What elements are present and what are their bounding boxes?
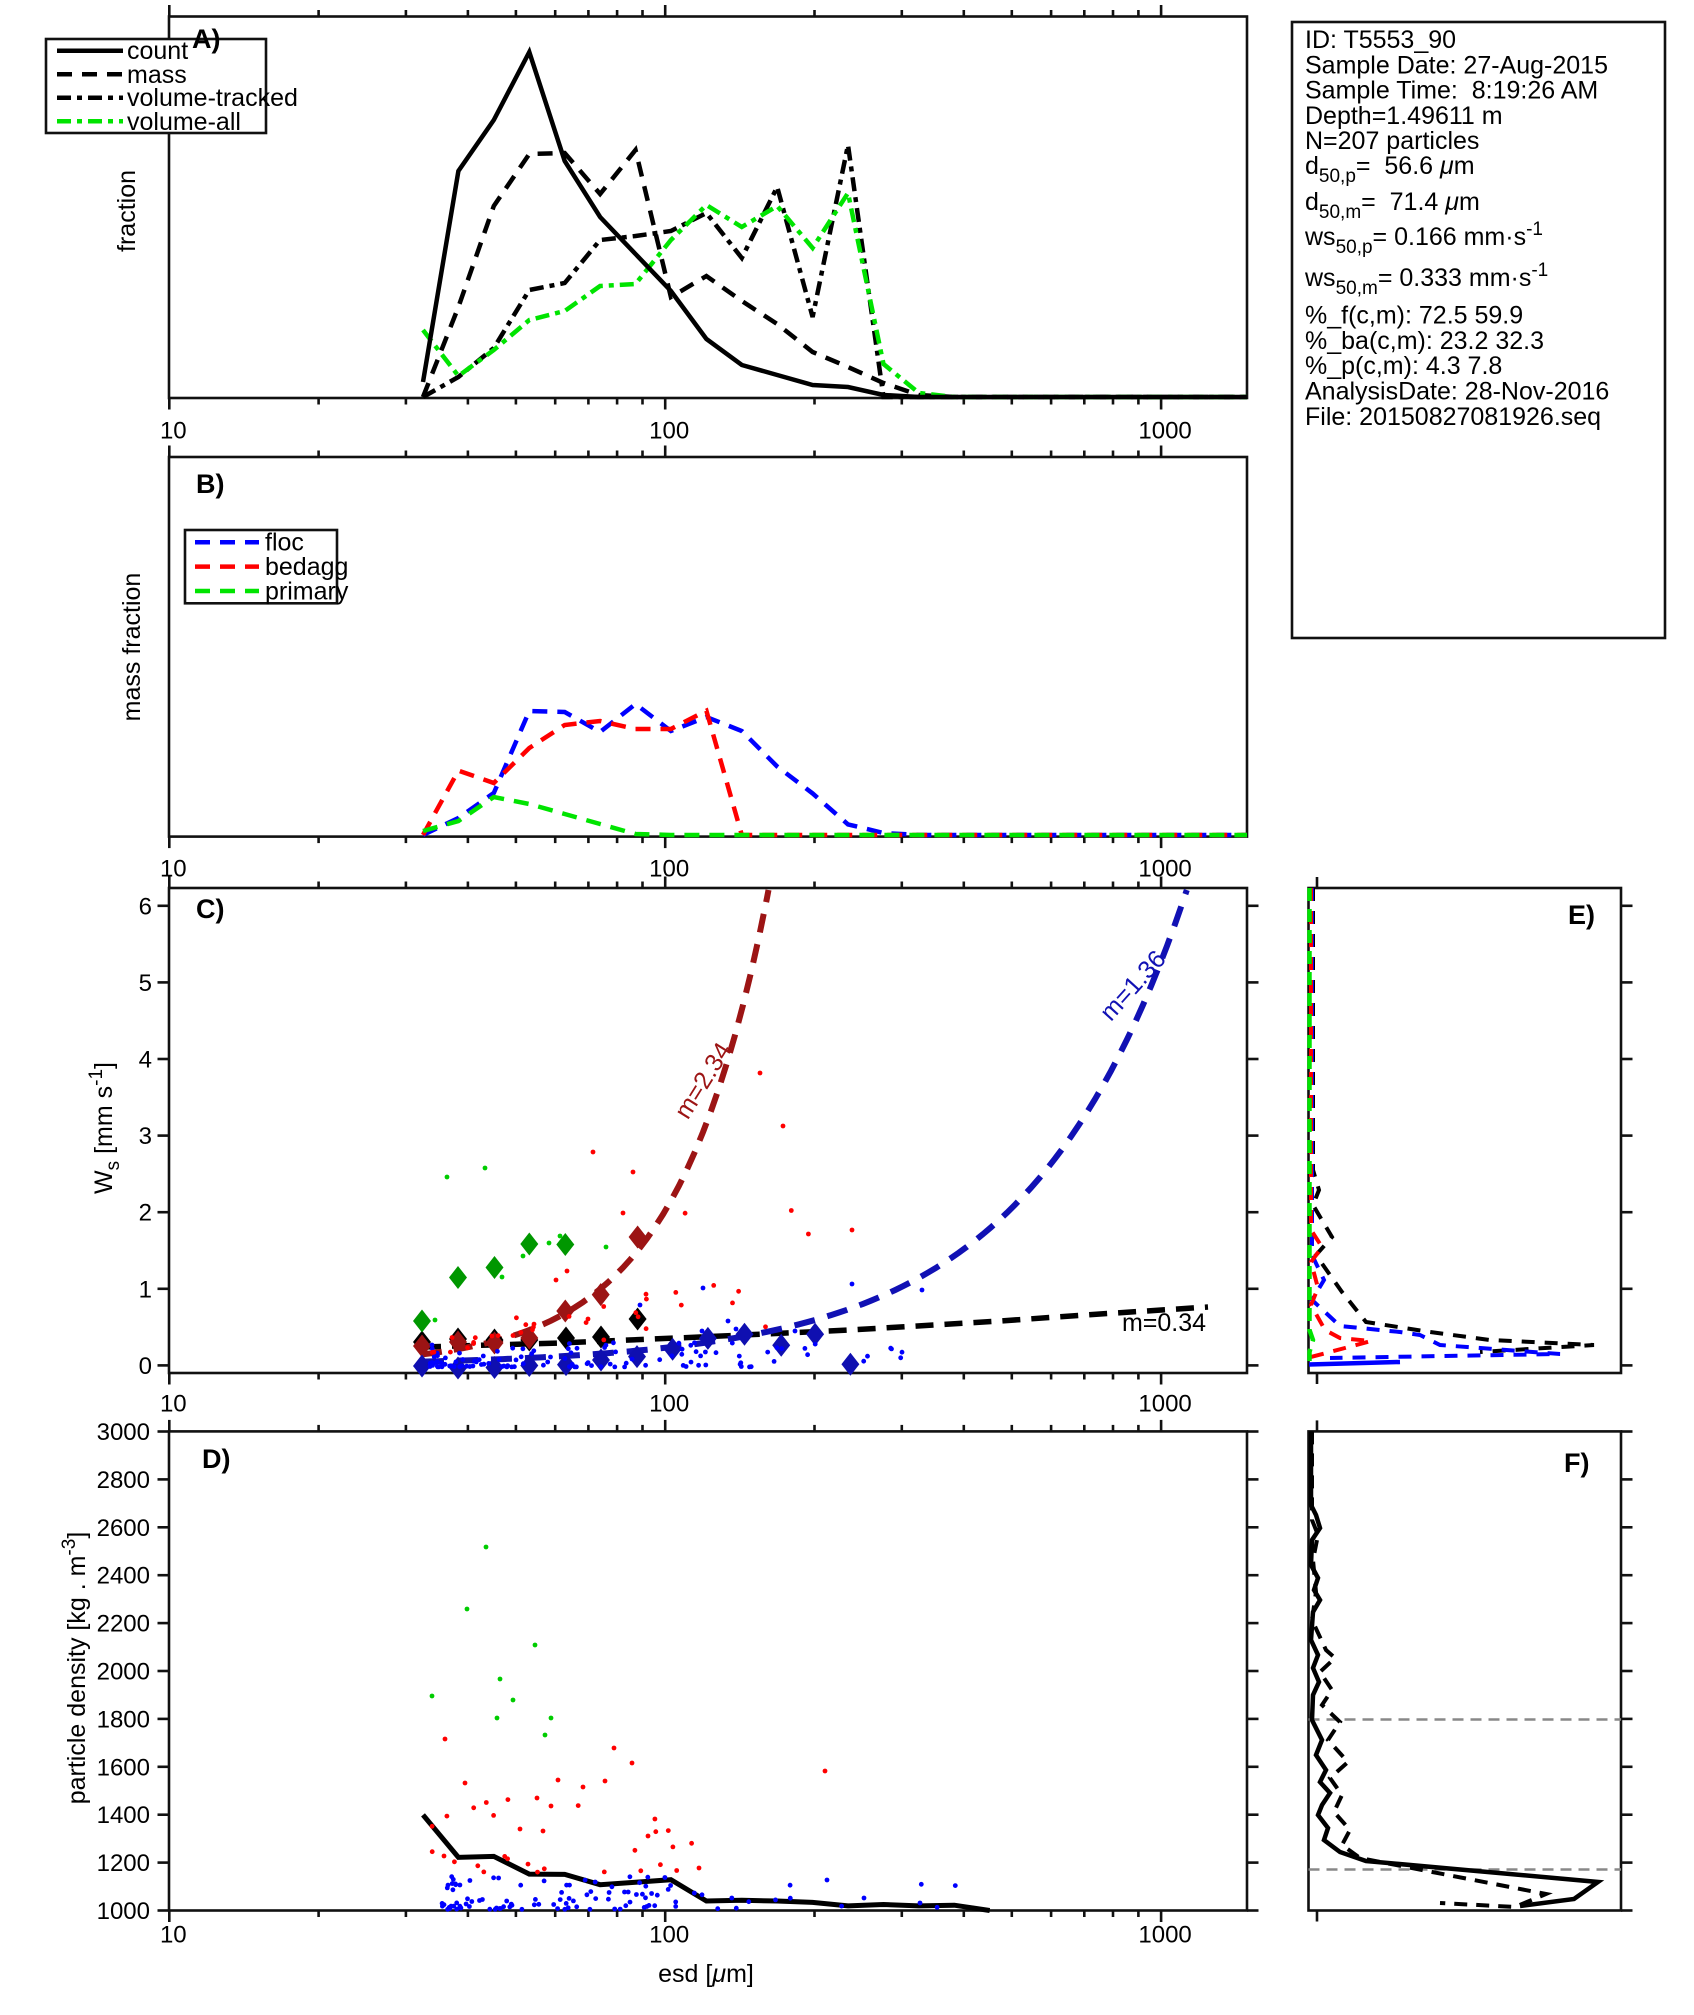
svg-text:100: 100: [649, 856, 689, 883]
svg-text:esd [μm]: esd [μm]: [658, 1960, 754, 1988]
svg-text:1000: 1000: [1138, 856, 1191, 883]
svg-text:m=1.36: m=1.36: [1095, 945, 1172, 1026]
svg-text:volume-all: volume-all: [127, 108, 241, 136]
svg-text:6: 6: [139, 893, 152, 920]
svg-text:count: count: [127, 37, 188, 65]
svg-text:bedagg: bedagg: [265, 553, 348, 581]
svg-text:F): F): [1564, 1448, 1589, 1478]
svg-text:1400: 1400: [97, 1802, 150, 1829]
svg-text:2200: 2200: [97, 1611, 150, 1638]
svg-text:mass: mass: [127, 61, 187, 89]
svg-text:%_p(c,m): 4.3 7.8: %_p(c,m): 4.3 7.8: [1305, 352, 1502, 380]
svg-text:10: 10: [160, 856, 187, 883]
svg-text:1000: 1000: [1138, 1922, 1191, 1949]
svg-text:100: 100: [649, 418, 689, 445]
svg-text:100: 100: [649, 1922, 689, 1949]
svg-text:Ws [mm s-1]: Ws [mm s-1]: [86, 1062, 124, 1194]
svg-text:2400: 2400: [97, 1563, 150, 1590]
svg-text:ws50,m= 0.333 mm·s-1: ws50,m= 0.333 mm·s-1: [1304, 260, 1548, 299]
svg-text:1600: 1600: [97, 1754, 150, 1781]
svg-text:0: 0: [139, 1353, 152, 1380]
svg-text:1000: 1000: [1138, 1391, 1191, 1418]
svg-text:D): D): [202, 1444, 231, 1474]
svg-text:10: 10: [160, 1922, 187, 1949]
svg-text:10: 10: [160, 1391, 187, 1418]
svg-text:1000: 1000: [97, 1898, 150, 1925]
svg-text:d50,p= 56.6 μm: d50,p= 56.6 μm: [1305, 152, 1475, 187]
svg-text:B): B): [196, 469, 225, 499]
svg-text:100: 100: [649, 1391, 689, 1418]
svg-text:N=207 particles: N=207 particles: [1305, 127, 1479, 155]
svg-text:1000: 1000: [1138, 418, 1191, 445]
svg-text:File: 20150827081926.seq: File: 20150827081926.seq: [1305, 403, 1601, 431]
svg-text:fraction: fraction: [113, 170, 141, 252]
svg-text:%_ba(c,m): 23.2 32.3: %_ba(c,m): 23.2 32.3: [1305, 327, 1544, 355]
svg-text:ID: T5553_90: ID: T5553_90: [1305, 26, 1456, 54]
svg-text:%_f(c,m): 72.5 59.9: %_f(c,m): 72.5 59.9: [1305, 302, 1523, 330]
svg-text:m=2.34: m=2.34: [669, 1038, 737, 1124]
svg-text:2000: 2000: [97, 1659, 150, 1686]
svg-text:1800: 1800: [97, 1706, 150, 1733]
svg-text:4: 4: [139, 1047, 152, 1074]
svg-text:primary: primary: [265, 578, 349, 606]
svg-text:3000: 3000: [97, 1419, 150, 1446]
svg-text:Depth=1.49611 m: Depth=1.49611 m: [1305, 102, 1503, 130]
svg-text:mass fraction: mass fraction: [118, 573, 146, 722]
svg-text:E): E): [1568, 900, 1595, 930]
svg-text:2: 2: [139, 1200, 152, 1227]
svg-text:d50,m= 71.4 μm: d50,m= 71.4 μm: [1305, 188, 1480, 223]
svg-text:5: 5: [139, 970, 152, 997]
svg-text:floc: floc: [265, 529, 304, 557]
svg-text:m=0.34: m=0.34: [1122, 1309, 1206, 1337]
svg-text:volume-tracked: volume-tracked: [127, 84, 298, 112]
svg-text:particle density [kg . m-3]: particle density [kg . m-3]: [59, 1532, 91, 1805]
svg-text:1: 1: [139, 1276, 152, 1303]
svg-text:A): A): [192, 24, 221, 54]
svg-text:C): C): [196, 894, 225, 924]
svg-text:ws50,p= 0.166 mm·s-1: ws50,p= 0.166 mm·s-1: [1304, 219, 1543, 258]
svg-text:Sample Time: 8:19:26 AM: Sample Time: 8:19:26 AM: [1305, 77, 1598, 105]
svg-text:3: 3: [139, 1123, 152, 1150]
svg-text:AnalysisDate: 28-Nov-2016: AnalysisDate: 28-Nov-2016: [1305, 378, 1609, 406]
svg-text:10: 10: [160, 418, 187, 445]
svg-text:Sample Date: 27-Aug-2015: Sample Date: 27-Aug-2015: [1305, 51, 1608, 79]
svg-text:2600: 2600: [97, 1515, 150, 1542]
svg-text:2800: 2800: [97, 1467, 150, 1494]
svg-text:1200: 1200: [97, 1850, 150, 1877]
